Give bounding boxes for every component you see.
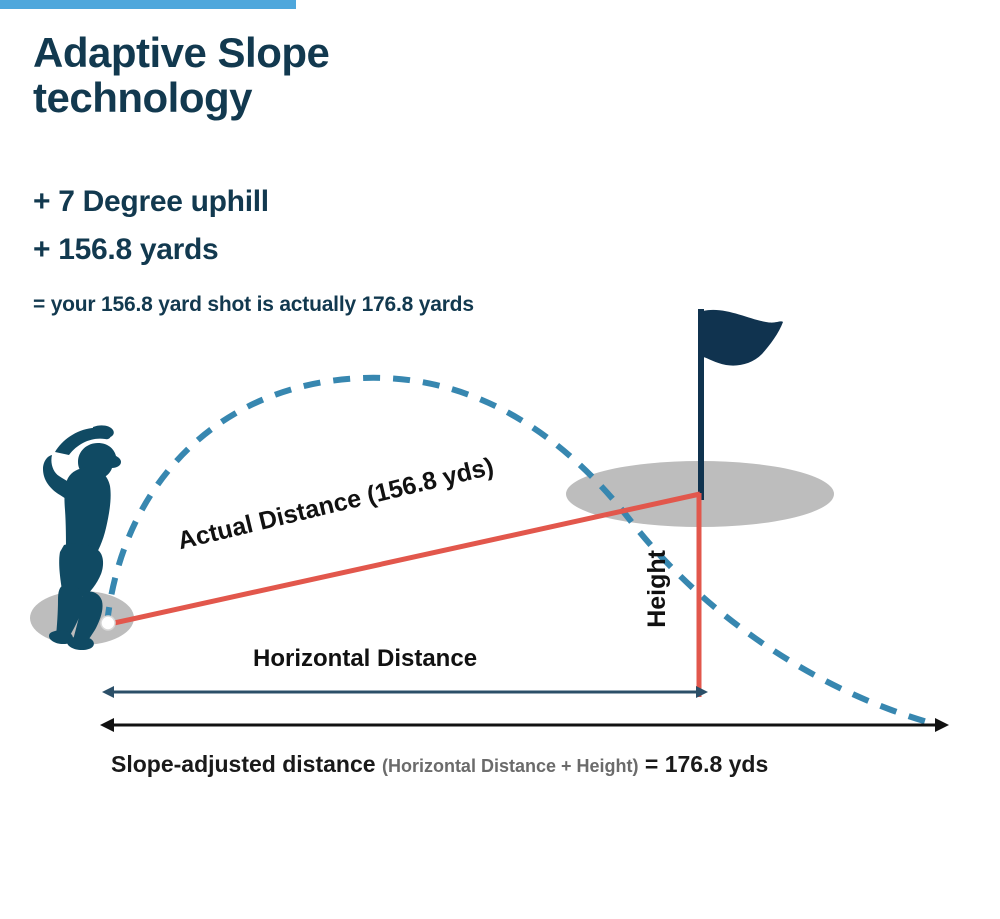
stat-yards: + 156.8 yards: [33, 233, 219, 266]
stat-degree-uphill: + 7 Degree uphill: [33, 185, 269, 218]
golfer-silhouette-icon: [43, 425, 121, 650]
label-height: Height: [643, 550, 671, 628]
actual-distance-line: [113, 491, 701, 626]
stat-summary: = your 156.8 yard shot is actually 176.8…: [33, 293, 474, 316]
ball-trajectory-dashed-arc: [104, 374, 939, 728]
golf-flag-icon: [703, 309, 783, 366]
caption-formula: (Horizontal Distance + Height): [381, 756, 639, 776]
caption-bold-prefix: Slope-adjusted distance: [111, 751, 376, 777]
label-horizontal-distance: Horizontal Distance: [253, 645, 478, 672]
bottom-caption: Slope-adjusted distance (Horizontal Dist…: [111, 751, 768, 778]
golf-ball-icon: [100, 615, 116, 631]
top-accent-bar: [0, 0, 296, 9]
caption-result: = 176.8 yds: [644, 751, 769, 777]
page-title: Adaptive Slope technology: [33, 29, 330, 122]
